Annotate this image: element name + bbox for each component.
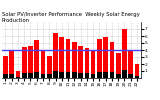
Bar <box>66 39 70 78</box>
Bar <box>53 32 58 78</box>
Bar <box>110 72 114 78</box>
Bar <box>103 72 108 78</box>
Bar <box>66 72 70 78</box>
Bar <box>110 42 114 78</box>
Bar <box>34 40 39 78</box>
Bar <box>97 39 102 78</box>
Bar <box>103 37 108 78</box>
Bar <box>47 56 52 78</box>
Bar <box>91 51 96 78</box>
Bar <box>84 73 89 78</box>
Bar <box>135 64 139 78</box>
Bar <box>97 72 102 78</box>
Bar <box>41 51 45 78</box>
Bar <box>72 72 77 78</box>
Bar <box>72 42 77 78</box>
Bar <box>60 37 64 78</box>
Bar <box>16 71 20 78</box>
Bar <box>22 73 27 78</box>
Bar <box>128 74 133 78</box>
Bar <box>16 77 20 78</box>
Bar <box>53 71 58 78</box>
Text: Solar PV/Inverter Performance  Weekly Solar Energy Production: Solar PV/Inverter Performance Weekly Sol… <box>2 12 139 23</box>
Bar <box>9 51 14 78</box>
Bar <box>135 76 139 78</box>
Bar <box>28 46 33 78</box>
Bar <box>128 51 133 78</box>
Bar <box>122 29 127 78</box>
Bar <box>84 48 89 78</box>
Bar <box>9 74 14 78</box>
Bar <box>91 74 96 78</box>
Bar <box>78 46 83 78</box>
Bar <box>3 56 8 78</box>
Bar <box>3 74 8 78</box>
Bar <box>34 72 39 78</box>
Bar <box>22 46 27 78</box>
Bar <box>47 74 52 78</box>
Bar <box>41 74 45 78</box>
Bar <box>116 74 121 78</box>
Bar <box>60 72 64 78</box>
Bar <box>78 73 83 78</box>
Bar <box>116 53 121 78</box>
Bar <box>122 70 127 78</box>
Bar <box>28 73 33 78</box>
